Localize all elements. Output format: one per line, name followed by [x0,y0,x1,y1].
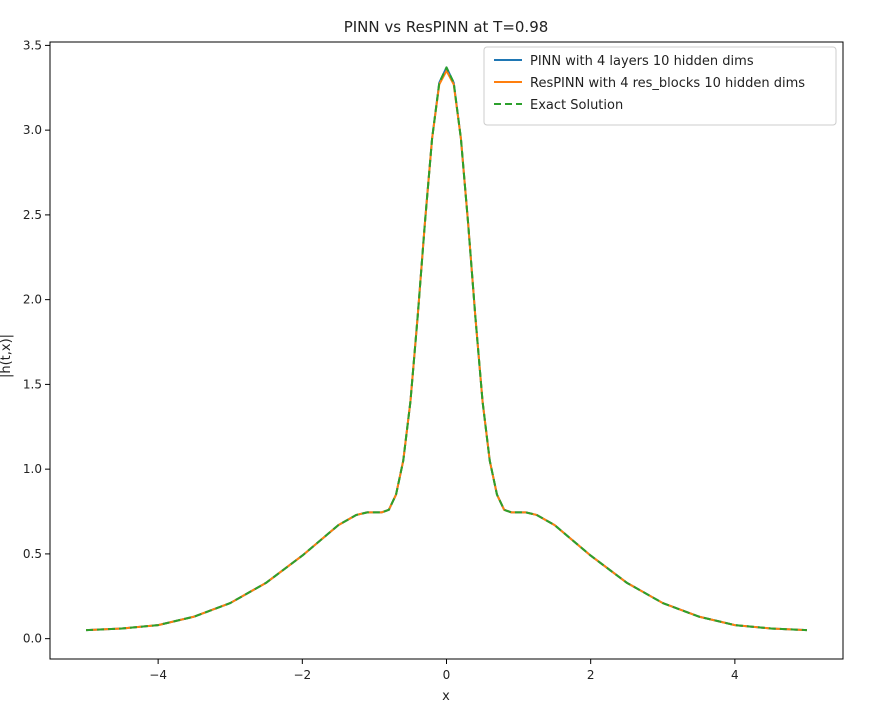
y-tick-label: 0.5 [23,547,42,561]
y-axis-label: |h(t,x)| [0,334,14,378]
x-tick-label: 2 [587,668,595,682]
y-tick-label: 3.0 [23,123,42,137]
y-tick-label: 1.5 [23,377,42,391]
x-tick-label: 0 [443,668,451,682]
y-tick-label: 2.0 [23,293,42,307]
legend-label-2: ResPINN with 4 res_blocks 10 hidden dims [530,76,805,91]
x-tick-label: −4 [149,668,167,682]
y-tick-label: 0.0 [23,632,42,646]
x-tick-label: 4 [731,668,739,682]
plot-area [86,66,807,632]
legend-label-3: Exact Solution [530,98,623,113]
chart-title: PINN vs ResPINN at T=0.98 [344,18,549,36]
y-tick-label: 1.0 [23,462,42,476]
legend: PINN with 4 layers 10 hidden dims ResPINN… [483,46,837,126]
x-axis-label: x [442,689,450,704]
legend-box [483,46,837,126]
legend-label-1: PINN with 4 layers 10 hidden dims [530,54,754,69]
y-tick-label: 3.5 [23,38,42,52]
series-line-3 [86,66,807,632]
y-tick-label: 2.5 [23,208,42,222]
axes: −4 −2 0 2 4 0.0 0.5 1.0 1.5 2.0 2.5 3.0 3.5 [23,38,844,682]
x-tick-label: −2 [293,668,311,682]
